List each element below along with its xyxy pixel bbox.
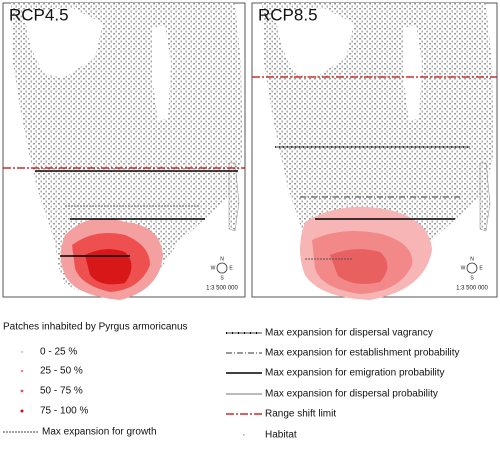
- scale: 1:3 500 000: [206, 286, 238, 292]
- legend-item: Max expansion for growth: [42, 427, 157, 438]
- compass-s: S: [220, 275, 224, 281]
- compass-w: W: [461, 265, 466, 271]
- compass-n: N: [470, 256, 474, 262]
- legend-item: 50 - 75 %: [40, 386, 83, 397]
- legend: Patches inhabited by Pyrgus armoricanus …: [3, 322, 460, 441]
- legend-item: 75 - 100 %: [40, 406, 88, 417]
- legend-title: Patches inhabited by Pyrgus armoricanus: [3, 322, 188, 333]
- legend-item: Max expansion for establishment probabil…: [265, 348, 460, 359]
- panel-right: RCP8.5 N S E W 1:3 500 000: [251, 2, 498, 300]
- legend-item: Max expansion for dispersal vagrancy: [265, 328, 433, 339]
- legend-item: 0 - 25 %: [40, 347, 77, 358]
- compass-n: N: [220, 256, 224, 262]
- legend-item: Habitat: [265, 430, 297, 441]
- panel-title: RCP8.5: [258, 5, 318, 24]
- legend-item: Max expansion for dispersal probability: [265, 389, 438, 400]
- legend-item: Range shift limit: [265, 409, 336, 420]
- occupancy: [60, 218, 163, 300]
- scale: 1:3 500 000: [456, 286, 488, 292]
- compass-e: E: [479, 265, 483, 271]
- compass-w: W: [211, 265, 216, 271]
- legend-item: Max expansion for emigration probability: [265, 368, 445, 379]
- panel-left: RCP4.5 N S E W 1:3 500 000: [2, 2, 246, 300]
- occupancy: [300, 206, 432, 300]
- compass-e: E: [229, 265, 233, 271]
- compass-s: S: [470, 275, 474, 281]
- panel-title: RCP4.5: [9, 5, 69, 24]
- legend-item: 25 - 50 %: [40, 366, 83, 377]
